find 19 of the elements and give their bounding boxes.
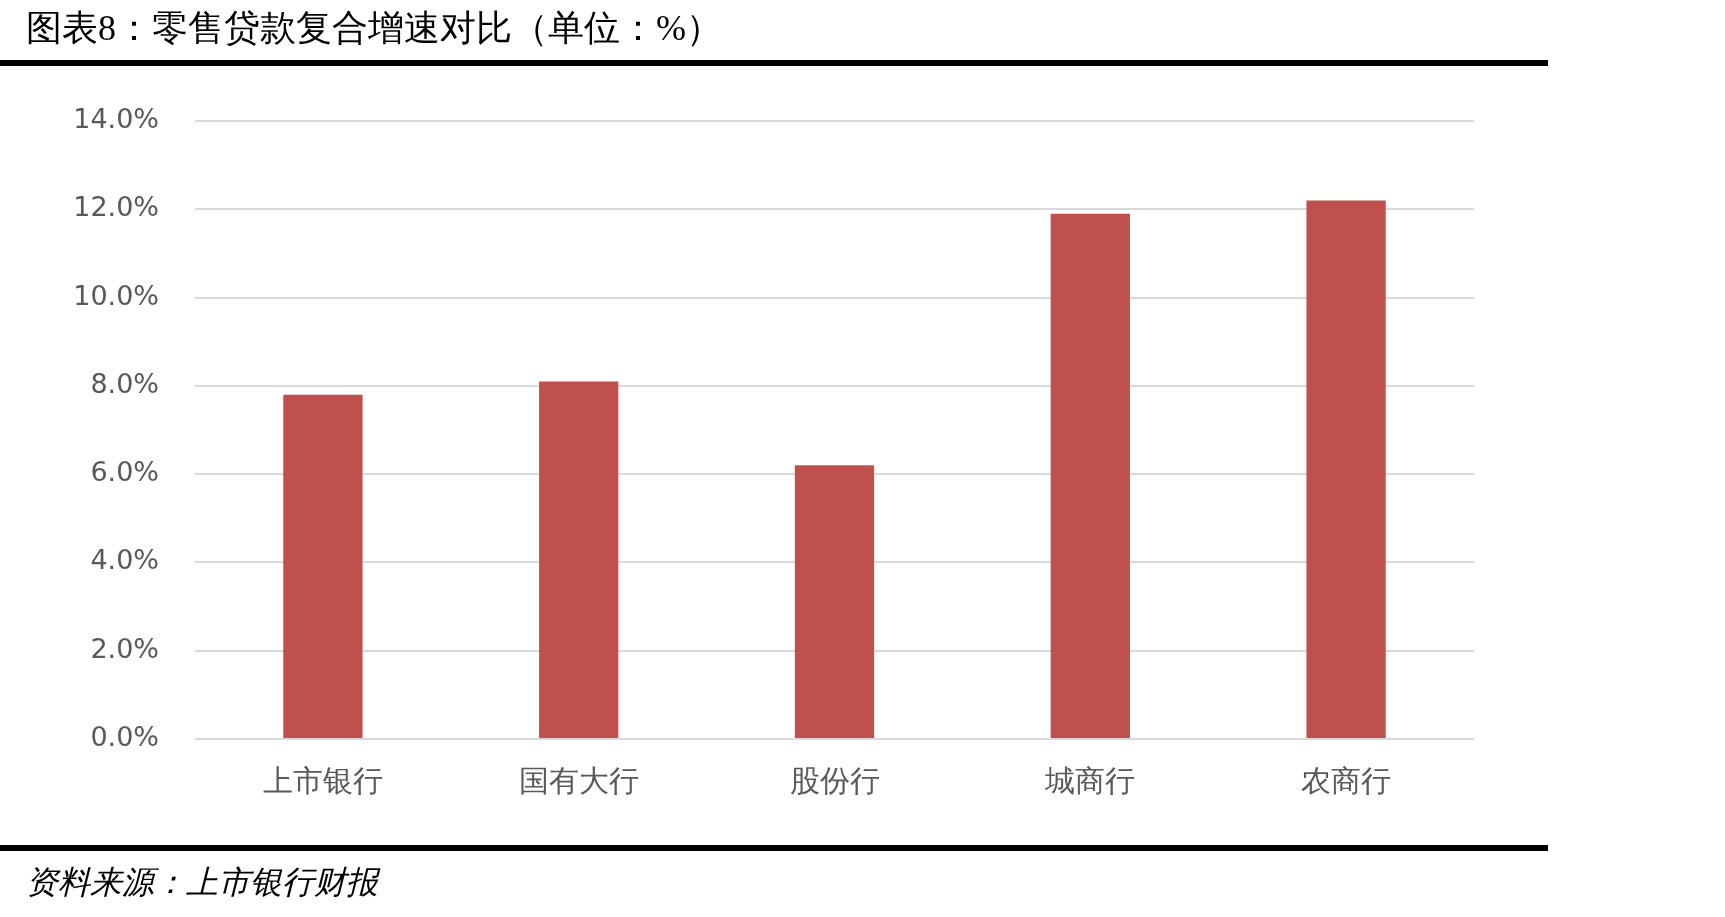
y-tick-label: 6.0% (90, 456, 159, 488)
bar (1306, 200, 1386, 738)
x-tick-label: 国有大行 (518, 762, 639, 798)
y-tick-label: 4.0% (90, 544, 159, 576)
bar (794, 465, 875, 738)
bar (1050, 213, 1130, 738)
y-tick-label: 8.0% (90, 367, 159, 399)
y-tick-label: 0.0% (90, 721, 159, 753)
y-tick-label: 10.0% (73, 279, 159, 311)
y-tick-label: 14.0% (73, 103, 159, 135)
y-tick-label: 2.0% (90, 632, 159, 664)
chart-title: 图表8：零售贷款复合增速对比（单位：%） (26, 7, 722, 50)
x-tick-label: 上市银行 (262, 762, 383, 798)
x-tick-label: 股份行 (789, 762, 880, 798)
y-tick-label: 12.0% (73, 191, 159, 223)
x-tick-label: 农商行 (1301, 762, 1392, 798)
x-tick-label: 城商行 (1044, 762, 1136, 798)
bar (283, 394, 363, 738)
bar (539, 381, 619, 738)
